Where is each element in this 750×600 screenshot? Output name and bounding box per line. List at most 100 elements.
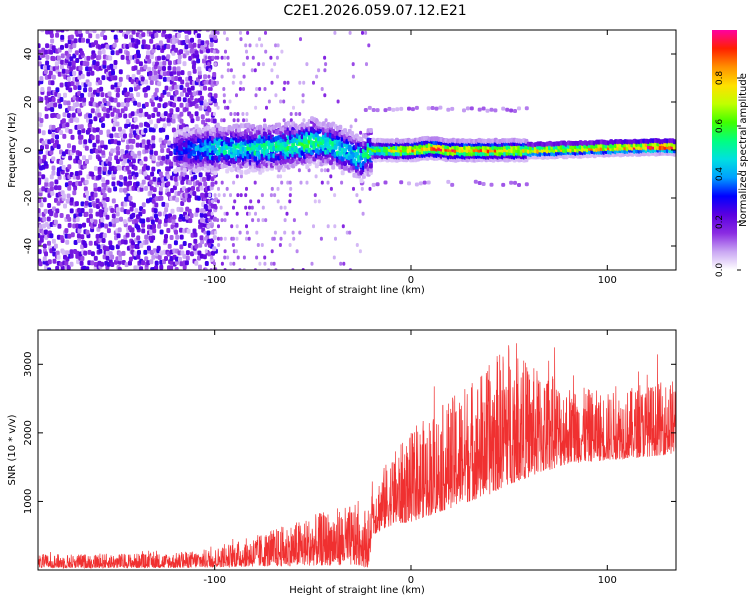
spectrogram-cell xyxy=(38,49,42,55)
spectrogram-cell xyxy=(45,54,50,60)
spectrogram-cell xyxy=(438,105,443,110)
spectrogram-cell xyxy=(210,80,214,85)
spectrogram-cell xyxy=(289,118,293,123)
spectrogram-cell xyxy=(359,130,363,135)
spectrogram-cell xyxy=(80,256,85,261)
spectrogram-cell xyxy=(224,49,227,54)
spectrogram-cell xyxy=(62,112,67,118)
spectrogram-cell xyxy=(134,124,139,130)
spectrogram-cell xyxy=(222,93,226,98)
spectrogram-cell xyxy=(207,211,211,216)
spectrogram-cell xyxy=(301,99,305,104)
spectrogram-cell xyxy=(125,119,130,124)
spectrogram-cell xyxy=(88,66,93,72)
spectrogram-cell xyxy=(212,118,217,124)
spectrogram-cell xyxy=(314,174,318,179)
spectrogram-cell xyxy=(98,237,103,243)
spectrogram-cell xyxy=(320,168,324,173)
spectrogram-cell xyxy=(95,138,100,144)
spectrogram-cell xyxy=(171,219,176,225)
spectrogram-cell xyxy=(135,134,140,140)
spectrogram-cell xyxy=(223,236,227,241)
spectrogram-cell xyxy=(93,182,98,188)
spectrogram-cell xyxy=(253,180,257,185)
spectrogram-cell xyxy=(203,213,208,219)
spectrogram-cell xyxy=(272,261,276,266)
spectrogram-cell xyxy=(88,154,93,160)
spectrogram-cell xyxy=(133,265,138,270)
spectrogram-cell xyxy=(323,68,327,73)
spectrogram-cell xyxy=(110,111,115,117)
spectrogram-cell xyxy=(42,216,47,222)
spectrogram-cell xyxy=(194,111,199,117)
spectrogram-cell xyxy=(118,126,122,132)
spectrogram-cell xyxy=(54,61,59,67)
spectrogram-cell xyxy=(157,223,162,229)
spectrogram-cell xyxy=(194,212,199,217)
spectrogram-cell xyxy=(247,236,251,241)
spectrogram-cell xyxy=(235,211,239,216)
spectrogram-cell xyxy=(55,265,60,270)
spectrogram-cell xyxy=(184,260,189,266)
spectrogram-cell xyxy=(254,105,258,110)
spectrogram-cell xyxy=(193,238,198,244)
spectrogram-cell xyxy=(85,61,90,67)
spectrogram-cell xyxy=(156,118,161,124)
spectrogram-cell xyxy=(217,236,220,241)
x-tick-label: -100 xyxy=(203,275,226,286)
spectrogram-cell xyxy=(160,148,165,153)
spectrogram-cell xyxy=(85,190,89,196)
spectrogram-cell xyxy=(133,100,138,106)
spectrogram-cell xyxy=(75,81,80,87)
spectrogram-cell xyxy=(169,235,174,240)
spectrogram-cell xyxy=(205,118,209,123)
spectrogram-cell xyxy=(65,127,69,133)
snr-x-axis: -100 0 100 xyxy=(203,330,617,586)
spectrogram-cell xyxy=(162,89,167,95)
spectrogram-cell xyxy=(136,92,141,98)
spectrogram-cell xyxy=(197,150,201,156)
spectrogram-cell xyxy=(158,65,163,71)
spectrogram-cell xyxy=(123,201,128,207)
spectrogram-cell xyxy=(136,39,141,45)
spectrogram-cell xyxy=(399,106,404,111)
spectrogram-cell xyxy=(182,167,187,173)
spectrogram-cell xyxy=(192,42,197,48)
spectrogram-cell xyxy=(276,174,280,179)
spectrogram-cell xyxy=(78,96,83,102)
spectrogram-cell xyxy=(105,255,110,261)
spectrogram-cell xyxy=(136,69,141,75)
spectrogram-x-axis: -100 0 100 xyxy=(203,30,617,286)
spectrogram-cell xyxy=(333,30,337,35)
spectrogram-cell xyxy=(123,176,128,182)
spectrogram-cell xyxy=(90,171,94,177)
spectrogram-cell xyxy=(136,235,141,241)
spectrogram-cell xyxy=(122,219,127,225)
spectrogram-cell xyxy=(95,108,100,114)
spectrogram-cell xyxy=(270,261,273,266)
spectrogram-cell xyxy=(108,156,112,162)
spectrogram-cell xyxy=(279,236,283,241)
spectrogram-cell xyxy=(104,223,109,229)
spectrogram-cell xyxy=(222,118,226,123)
spectrogram-cell xyxy=(90,191,95,197)
spectrogram-cell xyxy=(97,166,102,172)
spectrogram-cell xyxy=(92,202,97,208)
snr-y-label: SNR (10 * v/v) xyxy=(7,414,18,485)
spectrogram-cell xyxy=(143,171,148,177)
spectrogram-cell xyxy=(92,53,97,59)
spectrogram-cell xyxy=(143,128,148,133)
spectrogram-cell xyxy=(95,233,100,239)
spectrogram-cell xyxy=(57,185,62,191)
spectrogram-cell xyxy=(48,70,53,76)
spectrogram-cell xyxy=(430,106,435,110)
spectrogram-cell xyxy=(672,139,676,145)
y-tick-label: 3000 xyxy=(23,352,34,377)
spectrogram-cell xyxy=(150,101,155,107)
y-tick-label: 40 xyxy=(23,48,34,61)
spectrogram-cell xyxy=(93,255,98,261)
spectrogram-cell xyxy=(84,179,89,185)
spectrogram-cell xyxy=(98,129,103,135)
spectrogram-cell xyxy=(414,105,419,110)
spectrogram-cell xyxy=(107,187,112,193)
